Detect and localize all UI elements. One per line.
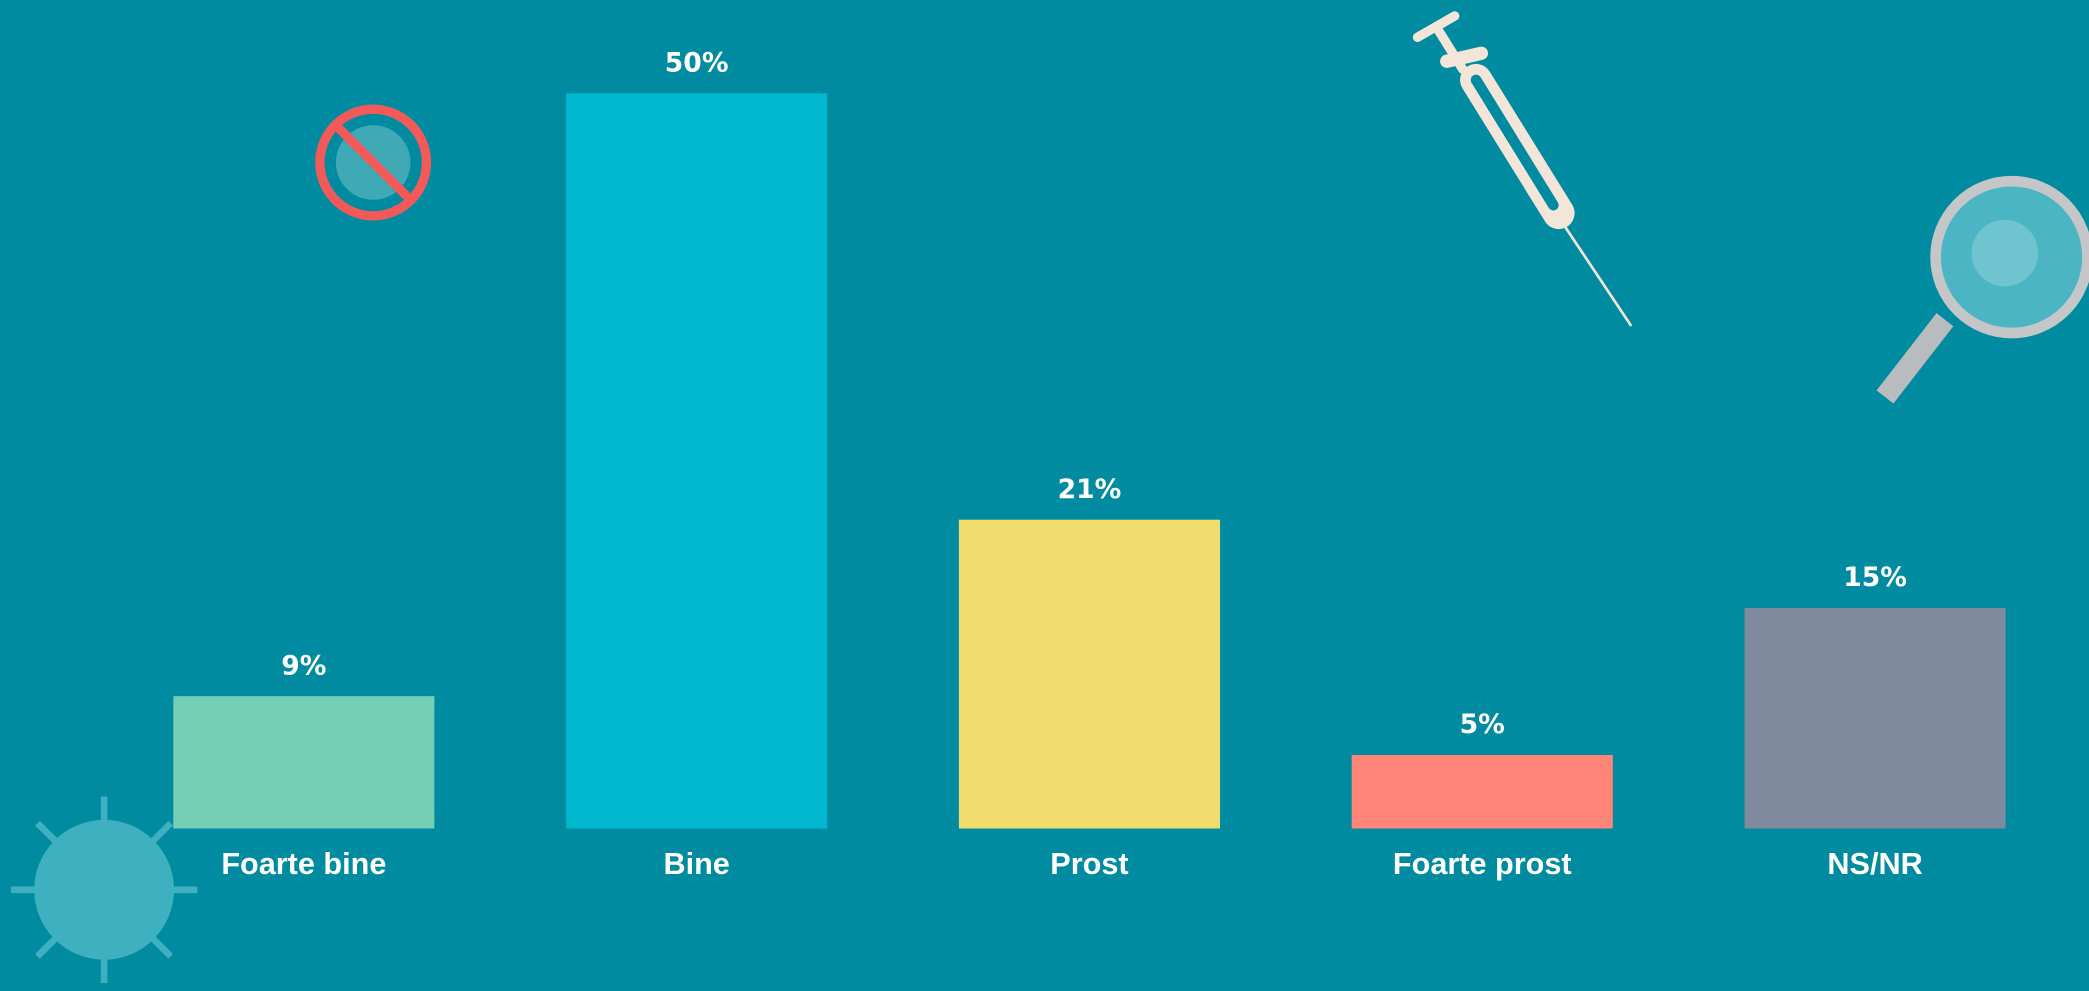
syringe-icon: [1412, 11, 1632, 327]
bar: [566, 93, 828, 829]
value-label: 21%: [1058, 474, 1122, 505]
magnifier-icon: [1876, 175, 2089, 404]
x-tick-label: Foarte bine: [221, 847, 386, 881]
x-tick-label: Foarte prost: [1393, 847, 1572, 881]
x-tick-label: NS/NR: [1827, 847, 1922, 881]
x-tick-label: Prost: [1050, 847, 1128, 881]
value-label: 9%: [281, 650, 326, 681]
value-label: 15%: [1843, 562, 1907, 593]
bar: [1351, 754, 1613, 829]
bar: [958, 519, 1220, 829]
x-tick-label: Bine: [663, 847, 729, 881]
value-label: 50%: [665, 47, 729, 78]
bar: [173, 696, 435, 829]
virus-icon: [10, 796, 198, 984]
no-virus-icon: [315, 104, 432, 221]
value-label: 5%: [1460, 709, 1505, 740]
bar: [1744, 607, 2006, 829]
